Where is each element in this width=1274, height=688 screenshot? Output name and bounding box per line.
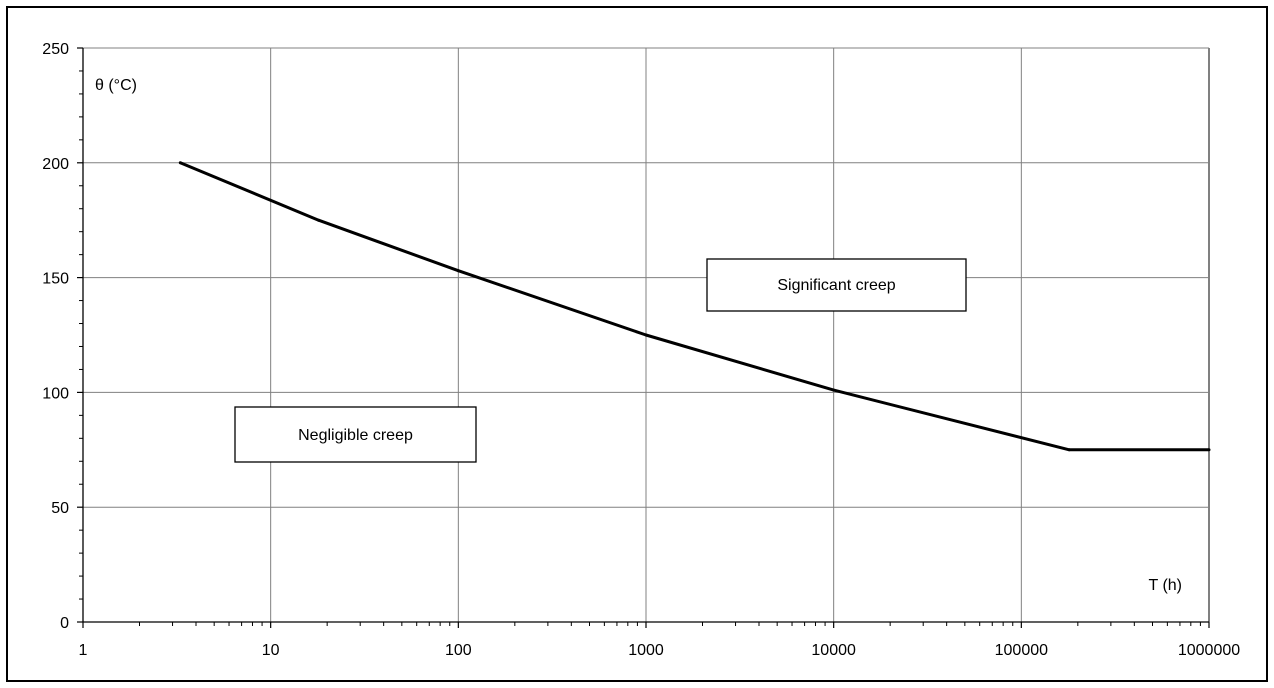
- y-tick-label: 0: [60, 615, 69, 632]
- x-tick-label: 10: [262, 642, 280, 659]
- series: [178, 161, 1211, 452]
- minor-ticks: [77, 47, 1210, 628]
- y-tick-labels: 0 50 100 150 200 250: [42, 41, 69, 632]
- x-tick-label: 1: [79, 642, 88, 659]
- data-point: [178, 161, 182, 165]
- x-tick-labels: 1 10 100 1000 10000 100000 1000000: [79, 642, 1241, 659]
- grid-lines: [83, 47, 1210, 622]
- x-tick-label: 10000: [811, 642, 856, 659]
- x-tick-label: 100: [445, 642, 472, 659]
- annotation-box-significant: [706, 258, 967, 312]
- annotation-box-negligible: [234, 406, 477, 463]
- x-axis-title: T (h): [1149, 577, 1182, 594]
- y-tick-label: 150: [42, 271, 69, 288]
- y-axis-title: θ (°C): [95, 77, 137, 94]
- y-tick-label: 200: [42, 156, 69, 173]
- y-tick-label: 50: [51, 500, 69, 517]
- annotation-negligible-creep: Negligible creep: [234, 406, 477, 463]
- data-point: [1067, 448, 1071, 452]
- x-tick-label: 1000: [628, 642, 664, 659]
- data-point: [456, 269, 460, 273]
- y-tick-label: 250: [42, 41, 69, 58]
- data-point: [1207, 448, 1211, 452]
- annotation-text-negligible: Negligible creep: [298, 427, 413, 444]
- chart-frame: [6, 6, 1268, 682]
- annotation-significant-creep: Significant creep: [706, 258, 967, 312]
- axes: [82, 48, 1209, 623]
- y-tick-label: 100: [42, 385, 69, 402]
- annotation-text-significant: Significant creep: [777, 277, 895, 294]
- data-point: [644, 333, 648, 337]
- data-point: [832, 388, 836, 392]
- x-tick-label: 100000: [995, 642, 1048, 659]
- x-tick-label: 1000000: [1178, 642, 1240, 659]
- data-point: [317, 218, 321, 222]
